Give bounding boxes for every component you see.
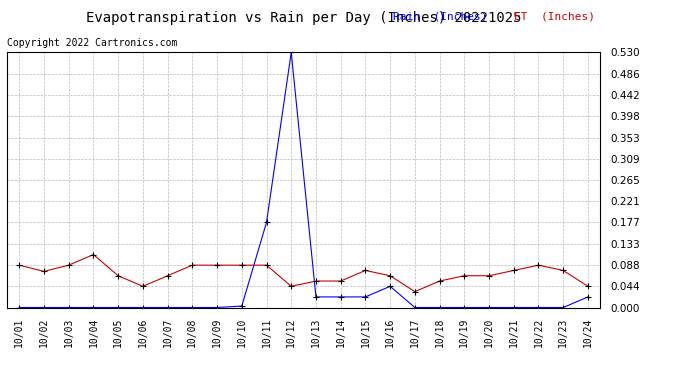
ET  (Inches) (460, 273, 469, 278)
Rain  (Inches) (40, 305, 48, 310)
ET  (Inches) (114, 273, 122, 278)
Text: ET  (Inches): ET (Inches) (514, 11, 595, 21)
ET  (Inches) (559, 268, 567, 273)
Rain  (Inches) (89, 305, 97, 310)
Rain  (Inches) (362, 295, 370, 299)
ET  (Inches) (386, 273, 394, 278)
ET  (Inches) (262, 263, 270, 267)
Rain  (Inches) (386, 284, 394, 289)
Rain  (Inches) (65, 305, 73, 310)
Text: Copyright 2022 Cartronics.com: Copyright 2022 Cartronics.com (7, 38, 177, 48)
ET  (Inches) (89, 252, 97, 257)
Rain  (Inches) (411, 305, 419, 310)
ET  (Inches) (213, 263, 221, 267)
Text: Rain  (Inches): Rain (Inches) (393, 11, 488, 21)
Rain  (Inches) (435, 305, 444, 310)
ET  (Inches) (312, 279, 320, 283)
Rain  (Inches) (114, 305, 122, 310)
Text: Evapotranspiration vs Rain per Day (Inches) 20221025: Evapotranspiration vs Rain per Day (Inch… (86, 11, 522, 25)
ET  (Inches) (411, 290, 419, 294)
ET  (Inches) (65, 263, 73, 267)
ET  (Inches) (534, 263, 542, 267)
Rain  (Inches) (584, 295, 592, 299)
Rain  (Inches) (534, 305, 542, 310)
ET  (Inches) (362, 268, 370, 273)
Rain  (Inches) (510, 305, 518, 310)
Rain  (Inches) (213, 305, 221, 310)
Rain  (Inches) (485, 305, 493, 310)
ET  (Inches) (188, 263, 197, 267)
ET  (Inches) (584, 284, 592, 289)
ET  (Inches) (40, 269, 48, 274)
Rain  (Inches) (559, 305, 567, 310)
ET  (Inches) (510, 268, 518, 273)
Rain  (Inches) (237, 304, 246, 308)
ET  (Inches) (435, 279, 444, 283)
ET  (Inches) (337, 279, 345, 283)
Rain  (Inches) (188, 305, 197, 310)
ET  (Inches) (164, 273, 172, 278)
Rain  (Inches) (164, 305, 172, 310)
Rain  (Inches) (460, 305, 469, 310)
Rain  (Inches) (337, 295, 345, 299)
Line: Rain  (Inches): Rain (Inches) (17, 50, 591, 310)
ET  (Inches) (287, 284, 295, 289)
Rain  (Inches) (139, 305, 147, 310)
ET  (Inches) (485, 273, 493, 278)
Rain  (Inches) (262, 220, 270, 225)
Line: ET  (Inches): ET (Inches) (17, 252, 591, 294)
Rain  (Inches) (287, 50, 295, 55)
Rain  (Inches) (312, 295, 320, 299)
Rain  (Inches) (15, 305, 23, 310)
ET  (Inches) (237, 263, 246, 267)
ET  (Inches) (139, 284, 147, 289)
ET  (Inches) (15, 263, 23, 267)
